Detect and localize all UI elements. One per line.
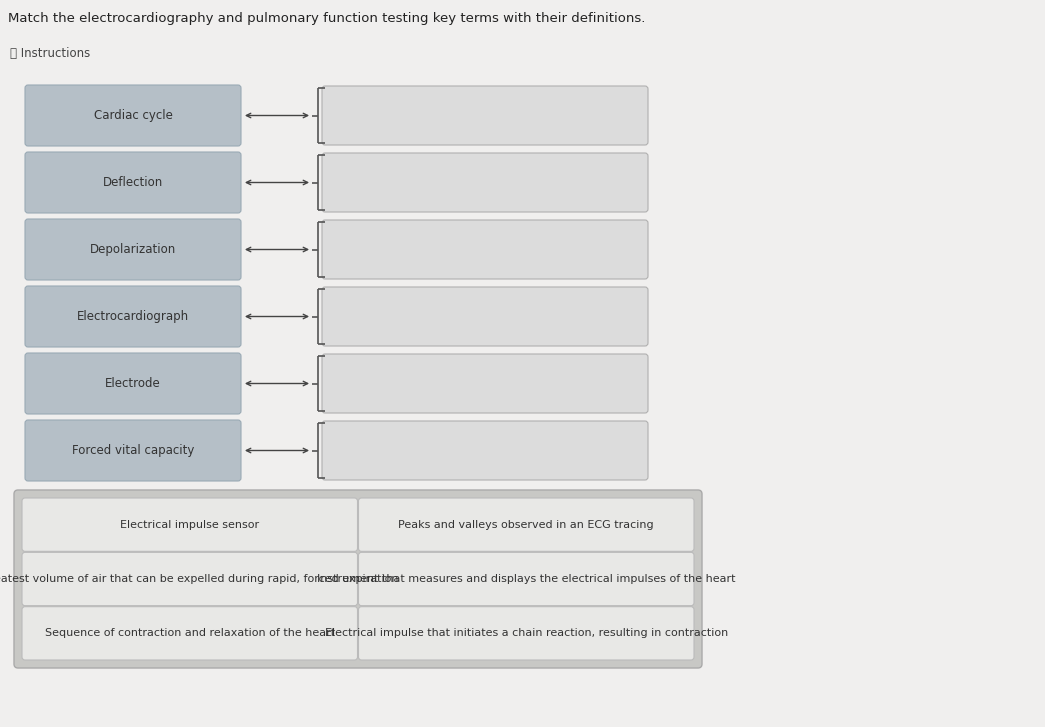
FancyBboxPatch shape	[25, 219, 241, 280]
FancyBboxPatch shape	[25, 85, 241, 146]
FancyBboxPatch shape	[322, 86, 648, 145]
Text: Forced vital capacity: Forced vital capacity	[72, 444, 194, 457]
FancyBboxPatch shape	[322, 153, 648, 212]
Text: Peaks and valleys observed in an ECG tracing: Peaks and valleys observed in an ECG tra…	[398, 520, 654, 530]
FancyBboxPatch shape	[322, 421, 648, 480]
Text: Electrical impulse that initiates a chain reaction, resulting in contraction: Electrical impulse that initiates a chai…	[325, 628, 728, 638]
Text: Deflection: Deflection	[102, 176, 163, 189]
FancyBboxPatch shape	[22, 606, 357, 660]
FancyBboxPatch shape	[322, 220, 648, 279]
FancyBboxPatch shape	[358, 498, 694, 551]
Text: Greatest volume of air that can be expelled during rapid, forced expiration: Greatest volume of air that can be expel…	[0, 574, 398, 584]
Text: Electrical impulse sensor: Electrical impulse sensor	[120, 520, 259, 530]
Text: Sequence of contraction and relaxation of the heart: Sequence of contraction and relaxation o…	[45, 628, 334, 638]
FancyBboxPatch shape	[22, 498, 357, 551]
Text: Depolarization: Depolarization	[90, 243, 177, 256]
FancyBboxPatch shape	[25, 286, 241, 347]
FancyBboxPatch shape	[358, 606, 694, 660]
Text: Electrode: Electrode	[106, 377, 161, 390]
FancyBboxPatch shape	[25, 152, 241, 213]
Text: Match the electrocardiography and pulmonary function testing key terms with thei: Match the electrocardiography and pulmon…	[8, 12, 646, 25]
FancyBboxPatch shape	[322, 287, 648, 346]
FancyBboxPatch shape	[25, 353, 241, 414]
Text: Cardiac cycle: Cardiac cycle	[94, 109, 172, 122]
FancyBboxPatch shape	[322, 354, 648, 413]
FancyBboxPatch shape	[22, 553, 357, 606]
FancyBboxPatch shape	[358, 553, 694, 606]
Text: Electrocardiograph: Electrocardiograph	[77, 310, 189, 323]
FancyBboxPatch shape	[14, 490, 702, 668]
Text: ⓘ Instructions: ⓘ Instructions	[10, 47, 90, 60]
Text: Instrument that measures and displays the electrical impulses of the heart: Instrument that measures and displays th…	[317, 574, 736, 584]
FancyBboxPatch shape	[25, 420, 241, 481]
